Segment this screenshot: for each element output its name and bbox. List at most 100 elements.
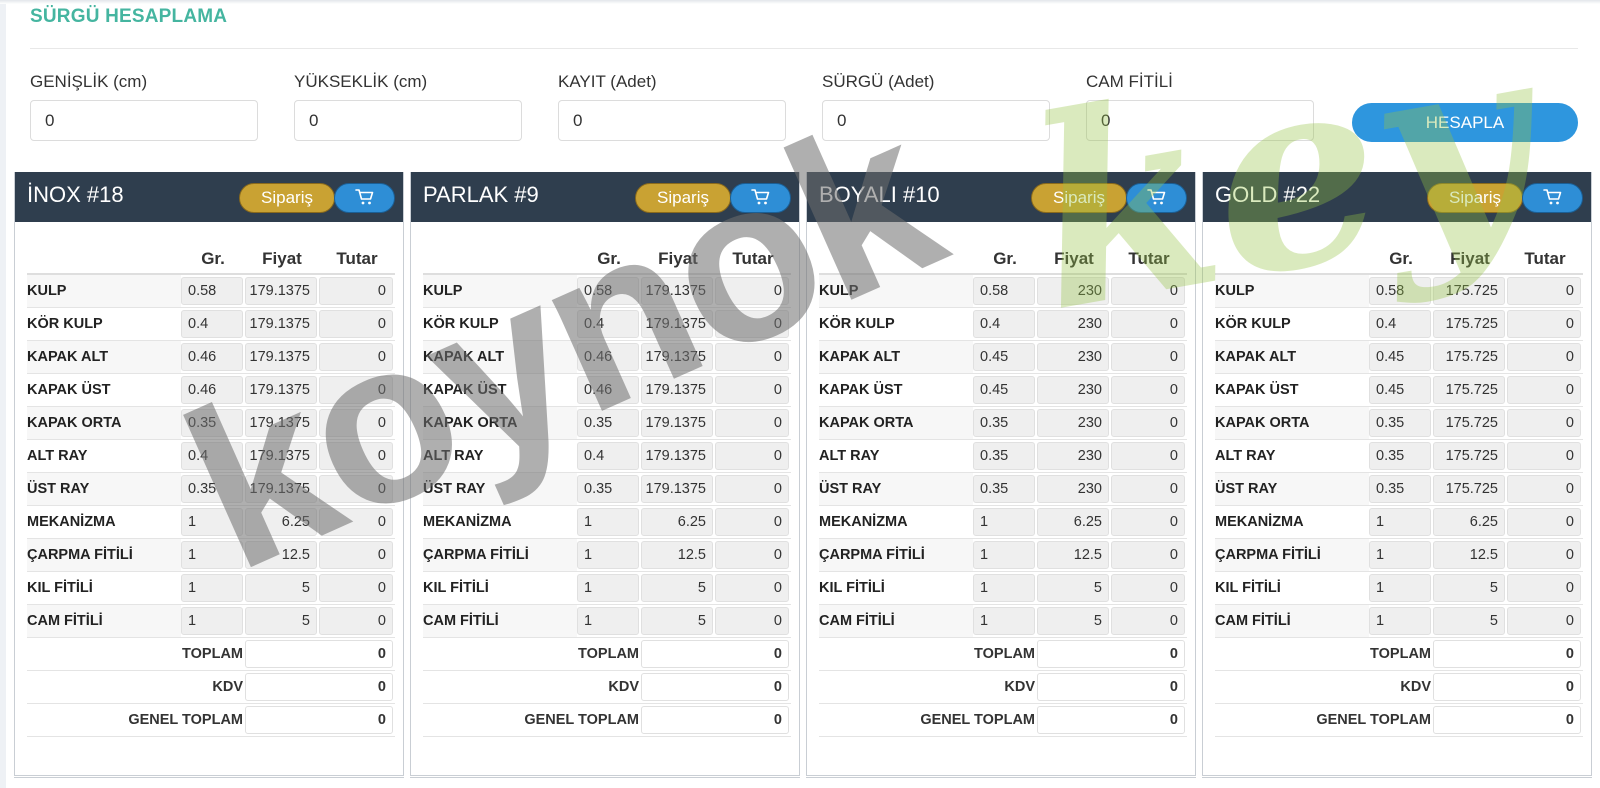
price-cell[interactable]: 6.25: [641, 507, 713, 536]
gr-cell[interactable]: 0.46: [577, 342, 639, 371]
height-input[interactable]: [294, 100, 522, 141]
gr-cell[interactable]: 0.35: [973, 408, 1035, 437]
cart-button[interactable]: [334, 183, 395, 213]
price-cell[interactable]: 175.725: [1433, 408, 1505, 437]
price-cell[interactable]: 6.25: [245, 507, 317, 536]
gr-cell[interactable]: 1: [1369, 507, 1431, 536]
gr-cell[interactable]: 0.58: [973, 276, 1035, 305]
gr-cell[interactable]: 1: [181, 573, 243, 602]
cam-fitili-input[interactable]: [1086, 100, 1314, 141]
gr-cell[interactable]: 0.4: [973, 309, 1035, 338]
gr-cell[interactable]: 1: [181, 507, 243, 536]
price-cell[interactable]: 5: [1433, 606, 1505, 635]
price-cell[interactable]: 12.5: [1433, 540, 1505, 569]
price-cell[interactable]: 5: [1037, 573, 1109, 602]
gr-cell[interactable]: 1: [181, 606, 243, 635]
price-cell[interactable]: 179.1375: [245, 375, 317, 404]
price-cell[interactable]: 179.1375: [641, 441, 713, 470]
order-button[interactable]: Sipariş: [239, 183, 335, 213]
price-cell[interactable]: 6.25: [1037, 507, 1109, 536]
price-cell[interactable]: 175.725: [1433, 309, 1505, 338]
calculate-button[interactable]: HESAPLA: [1352, 103, 1578, 142]
width-input[interactable]: [30, 100, 258, 141]
cart-button[interactable]: [730, 183, 791, 213]
price-cell[interactable]: 179.1375: [641, 375, 713, 404]
price-cell[interactable]: 5: [641, 573, 713, 602]
gr-cell[interactable]: 1: [1369, 606, 1431, 635]
gr-cell[interactable]: 1: [577, 540, 639, 569]
cart-button[interactable]: [1126, 183, 1187, 213]
cart-button[interactable]: [1522, 183, 1583, 213]
price-cell[interactable]: 175.725: [1433, 375, 1505, 404]
gr-cell[interactable]: 0.58: [1369, 276, 1431, 305]
price-cell[interactable]: 179.1375: [641, 309, 713, 338]
price-cell[interactable]: 230: [1037, 408, 1109, 437]
price-cell[interactable]: 230: [1037, 342, 1109, 371]
price-cell[interactable]: 6.25: [1433, 507, 1505, 536]
gr-cell[interactable]: 1: [577, 573, 639, 602]
price-cell[interactable]: 179.1375: [245, 474, 317, 503]
price-cell[interactable]: 5: [1037, 606, 1109, 635]
surgu-input[interactable]: [822, 100, 1050, 141]
price-cell[interactable]: 230: [1037, 309, 1109, 338]
gr-cell[interactable]: 0.35: [1369, 441, 1431, 470]
gr-cell[interactable]: 1: [1369, 573, 1431, 602]
price-cell[interactable]: 12.5: [245, 540, 317, 569]
gr-cell[interactable]: 1: [1369, 540, 1431, 569]
gr-cell[interactable]: 0.35: [973, 474, 1035, 503]
price-cell[interactable]: 5: [641, 606, 713, 635]
price-cell[interactable]: 175.725: [1433, 342, 1505, 371]
order-button[interactable]: Sipariş: [635, 183, 731, 213]
gr-cell[interactable]: 0.35: [181, 474, 243, 503]
price-cell[interactable]: 12.5: [1037, 540, 1109, 569]
gr-cell[interactable]: 0.45: [1369, 375, 1431, 404]
gr-cell[interactable]: 1: [181, 540, 243, 569]
price-cell[interactable]: 5: [245, 573, 317, 602]
gr-cell[interactable]: 0.4: [577, 441, 639, 470]
gr-cell[interactable]: 0.35: [181, 408, 243, 437]
kayit-input[interactable]: [558, 100, 786, 141]
price-cell[interactable]: 230: [1037, 474, 1109, 503]
order-button[interactable]: Sipariş: [1031, 183, 1127, 213]
gr-cell[interactable]: 0.46: [181, 375, 243, 404]
gr-cell[interactable]: 0.46: [577, 375, 639, 404]
price-cell[interactable]: 179.1375: [641, 276, 713, 305]
price-cell[interactable]: 179.1375: [641, 474, 713, 503]
price-cell[interactable]: 179.1375: [245, 342, 317, 371]
price-cell[interactable]: 5: [1433, 573, 1505, 602]
gr-cell[interactable]: 1: [577, 507, 639, 536]
price-cell[interactable]: 179.1375: [245, 276, 317, 305]
gr-cell[interactable]: 0.35: [973, 441, 1035, 470]
price-cell[interactable]: 230: [1037, 276, 1109, 305]
price-cell[interactable]: 179.1375: [245, 408, 317, 437]
gr-cell[interactable]: 0.4: [181, 309, 243, 338]
price-cell[interactable]: 12.5: [641, 540, 713, 569]
gr-cell[interactable]: 1: [973, 540, 1035, 569]
gr-cell[interactable]: 1: [973, 507, 1035, 536]
price-cell[interactable]: 230: [1037, 375, 1109, 404]
gr-cell[interactable]: 0.4: [577, 309, 639, 338]
gr-cell[interactable]: 0.45: [973, 375, 1035, 404]
gr-cell[interactable]: 0.58: [181, 276, 243, 305]
price-cell[interactable]: 179.1375: [245, 441, 317, 470]
gr-cell[interactable]: 1: [577, 606, 639, 635]
gr-cell[interactable]: 0.35: [1369, 408, 1431, 437]
gr-cell[interactable]: 0.35: [1369, 474, 1431, 503]
gr-cell[interactable]: 0.35: [577, 474, 639, 503]
gr-cell[interactable]: 0.58: [577, 276, 639, 305]
gr-cell[interactable]: 0.4: [1369, 309, 1431, 338]
price-cell[interactable]: 175.725: [1433, 276, 1505, 305]
price-cell[interactable]: 175.725: [1433, 474, 1505, 503]
gr-cell[interactable]: 1: [973, 606, 1035, 635]
price-cell[interactable]: 230: [1037, 441, 1109, 470]
gr-cell[interactable]: 1: [973, 573, 1035, 602]
order-button[interactable]: Sipariş: [1427, 183, 1523, 213]
price-cell[interactable]: 179.1375: [641, 342, 713, 371]
gr-cell[interactable]: 0.46: [181, 342, 243, 371]
gr-cell[interactable]: 0.35: [577, 408, 639, 437]
price-cell[interactable]: 179.1375: [245, 309, 317, 338]
gr-cell[interactable]: 0.4: [181, 441, 243, 470]
price-cell[interactable]: 175.725: [1433, 441, 1505, 470]
price-cell[interactable]: 179.1375: [641, 408, 713, 437]
gr-cell[interactable]: 0.45: [1369, 342, 1431, 371]
